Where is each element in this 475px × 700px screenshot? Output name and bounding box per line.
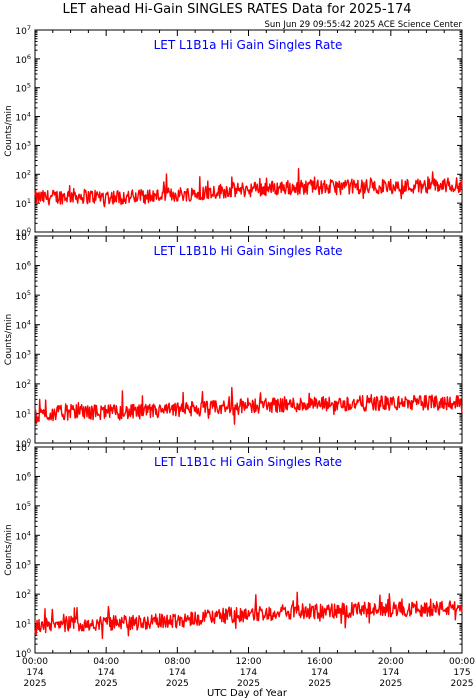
- chart-panels: 100 101 102 103 104 105 106 107 Counts/min LET L1…: [4, 24, 475, 689]
- y-tick-label: 100: [15, 226, 31, 239]
- y-tick-label: 106: [15, 470, 31, 483]
- series-line: [34, 386, 463, 425]
- x-tick-label-doy: 174: [98, 668, 115, 678]
- x-tick-label-doy: 174: [169, 668, 186, 678]
- x-tick-label-doy: 175: [453, 668, 470, 678]
- y-tick-label: 106: [15, 260, 31, 273]
- x-tick-label-year: 2025: [95, 679, 118, 689]
- y-tick-label: 105: [15, 289, 31, 302]
- y-tick-label: 101: [15, 618, 31, 631]
- chart-panel-1: 100 101 102 103 104 105 106 107 Counts/min LET L1…: [4, 24, 463, 239]
- series-line: [34, 168, 463, 208]
- y-axis-label: Counts/min: [4, 524, 14, 575]
- x-axis-label: UTC Day of Year: [207, 688, 288, 699]
- panel-title: LET L1B1b Hi Gain Singles Rate: [153, 244, 342, 258]
- y-tick-label: 104: [15, 111, 31, 124]
- y-tick-label: 103: [15, 348, 31, 361]
- y-tick-label: 105: [15, 82, 31, 95]
- x-tick-label-doy: 174: [382, 668, 399, 678]
- x-tick-label-doy: 174: [311, 668, 328, 678]
- x-tick-label-time: 08:00: [164, 657, 190, 667]
- plot-frame: [34, 235, 463, 444]
- x-tick-label-doy: 174: [240, 668, 257, 678]
- y-axis-label: Counts/min: [4, 314, 14, 365]
- y-axis-label: Counts/min: [4, 105, 14, 156]
- y-tick-label: 105: [15, 500, 31, 513]
- x-tick-label-time: 00:00: [449, 657, 475, 667]
- x-tick-label-time: 04:00: [93, 657, 119, 667]
- plot-frame: [34, 29, 463, 233]
- y-tick-label: 102: [15, 588, 31, 601]
- x-tick-label-year: 2025: [237, 679, 260, 689]
- x-tick-label-time: 00:00: [22, 657, 48, 667]
- y-tick-label: 103: [15, 559, 31, 572]
- panel-title: LET L1B1c Hi Gain Singles Rate: [154, 455, 342, 469]
- figure-title: LET ahead Hi-Gain SINGLES RATES Data for…: [62, 2, 411, 17]
- series-line: [34, 591, 463, 640]
- y-tick-label: 107: [15, 441, 31, 454]
- chart-panel-2: 100 101 102 103 104 105 106 107 Counts/min LET L1…: [4, 230, 463, 450]
- y-tick-label: 103: [15, 139, 31, 152]
- chart-panel-3: 100 101 102 103 104 105 106 107 Counts/min LET L1…: [4, 441, 475, 689]
- x-tick-label-year: 2025: [166, 679, 189, 689]
- x-tick-label-year: 2025: [24, 679, 47, 689]
- x-tick-label-time: 16:00: [307, 657, 333, 667]
- y-tick-label: 101: [15, 197, 31, 210]
- y-tick-label: 107: [15, 230, 31, 243]
- y-tick-label: 102: [15, 168, 31, 181]
- y-tick-label: 102: [15, 378, 31, 391]
- panel-title: LET L1B1a Hi Gain Singles Rate: [154, 38, 343, 52]
- x-tick-label-time: 12:00: [236, 657, 262, 667]
- y-tick-label: 104: [15, 319, 31, 332]
- y-tick-label: 100: [15, 437, 31, 450]
- figure-timestamp: Sun Jun 29 09:55:42 2025 ACE Science Cen…: [264, 20, 462, 30]
- y-tick-label: 107: [15, 24, 31, 37]
- y-tick-label: 101: [15, 407, 31, 420]
- x-tick-label-time: 20:00: [378, 657, 404, 667]
- x-tick-label-year: 2025: [451, 679, 474, 689]
- y-tick-label: 106: [15, 53, 31, 66]
- x-tick-label-year: 2025: [379, 679, 402, 689]
- y-tick-label: 104: [15, 529, 31, 542]
- x-tick-label-year: 2025: [308, 679, 331, 689]
- y-tick-label: 100: [15, 647, 31, 660]
- x-tick-label-doy: 174: [26, 668, 43, 678]
